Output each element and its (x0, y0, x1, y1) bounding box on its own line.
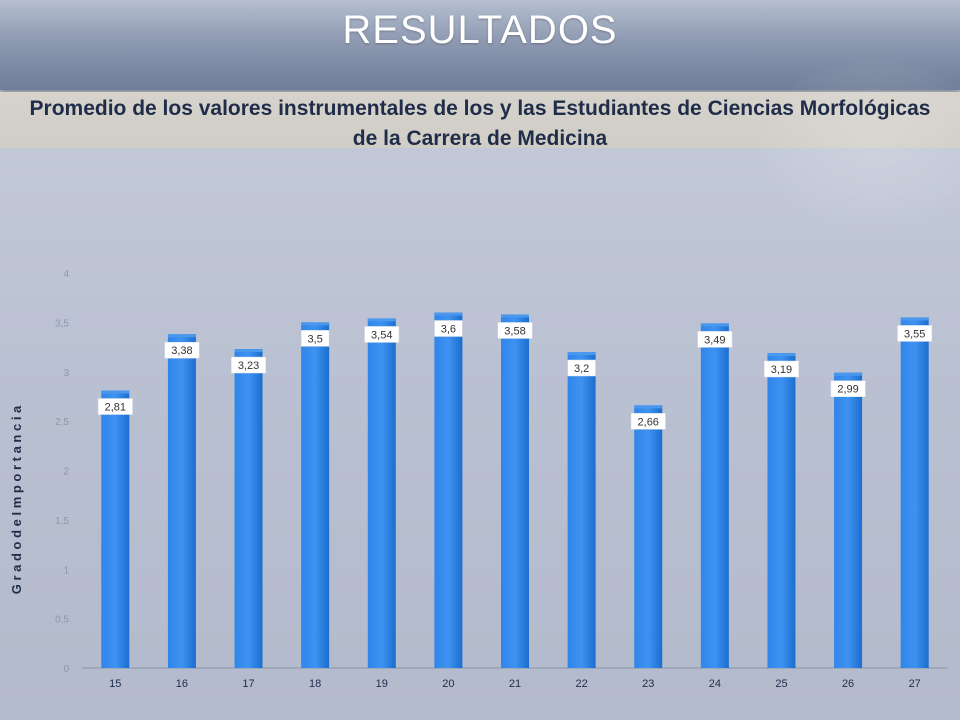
bar-cap (434, 312, 463, 316)
data-label: 3,49 (704, 334, 725, 346)
x-tick-label: 22 (575, 678, 587, 690)
bar (234, 349, 263, 668)
chart-title: Promedio de los valores instrumentales d… (29, 97, 931, 150)
y-tick-label: 4 (63, 269, 69, 280)
bar (567, 352, 596, 668)
page-title: RESULTADOS (342, 8, 618, 52)
bar-cap (634, 405, 663, 409)
bar-cap (234, 349, 263, 353)
bar (700, 323, 729, 668)
y-tick-label: 1 (63, 565, 69, 576)
x-tick-label: 24 (709, 678, 721, 690)
data-label-box (497, 322, 533, 339)
y-tick-label: 0,5 (55, 615, 69, 626)
data-label-box (764, 360, 799, 378)
y-tick-label: 1,5 (55, 516, 69, 527)
bar-cap (167, 334, 196, 338)
bar-cap (567, 352, 596, 355)
data-label: 2,81 (105, 402, 126, 414)
x-tick-label: 19 (376, 678, 388, 690)
bar-cap (767, 352, 796, 356)
data-label-box (830, 380, 866, 397)
y-tick-label: 2,5 (55, 417, 69, 428)
x-tick-label: 25 (775, 678, 787, 690)
x-tick-label: 16 (176, 678, 188, 690)
data-label-box (301, 330, 330, 347)
bar (634, 405, 663, 668)
bar (434, 312, 463, 668)
bar-cap (301, 322, 330, 326)
bar-cap (900, 317, 929, 321)
y-axis-label: G r a d o d e I m p o r t a n c i a (9, 405, 24, 594)
data-label: 2,66 (638, 416, 659, 428)
data-label-box (97, 398, 133, 415)
x-tick-label: 15 (109, 678, 121, 690)
data-label: 3,5 (308, 333, 323, 345)
data-label-box (630, 413, 666, 430)
watermark-seal (760, 60, 960, 230)
data-label-box (231, 356, 266, 374)
x-tick-label: 23 (642, 678, 654, 690)
bar (767, 352, 796, 668)
x-tick-label: 26 (842, 678, 854, 690)
y-tick-label: 2 (63, 467, 69, 478)
bar (367, 318, 396, 668)
data-label-box (164, 341, 200, 359)
header-bar: RESULTADOS (0, 0, 960, 90)
title-band (0, 92, 960, 148)
data-label: 3,55 (904, 328, 925, 340)
bar-cap (834, 372, 863, 376)
bar (101, 390, 130, 668)
data-label: 3,58 (504, 325, 525, 337)
data-label: 3,2 (574, 363, 589, 375)
x-tick-label: 27 (909, 678, 921, 690)
data-label-box (697, 331, 733, 348)
bar (501, 314, 529, 668)
x-tick-label: 20 (442, 678, 454, 690)
x-tick-label: 21 (509, 678, 521, 690)
data-label: 3,23 (238, 360, 259, 372)
data-label: 3,19 (771, 364, 792, 376)
x-tick-label: 17 (242, 678, 254, 690)
bar-cap (367, 318, 396, 322)
y-tick-label: 3,5 (55, 318, 69, 329)
bar (900, 317, 929, 668)
bar (301, 322, 330, 668)
bar-cap (101, 390, 130, 394)
bar (834, 372, 863, 668)
data-label: 3,6 (441, 324, 456, 336)
bar-cap (501, 314, 529, 318)
data-label-box (567, 359, 596, 377)
data-label-box (364, 326, 400, 343)
bar (167, 334, 196, 668)
data-label: 3,38 (171, 345, 192, 357)
x-tick-label: 18 (309, 678, 321, 690)
y-tick-label: 3 (63, 368, 69, 379)
data-label: 2,99 (837, 384, 858, 396)
y-tick-label: 0 (63, 664, 69, 675)
data-label-box (897, 325, 933, 342)
data-label: 3,54 (371, 329, 392, 341)
bar-cap (700, 323, 729, 327)
data-label-box (434, 320, 463, 337)
